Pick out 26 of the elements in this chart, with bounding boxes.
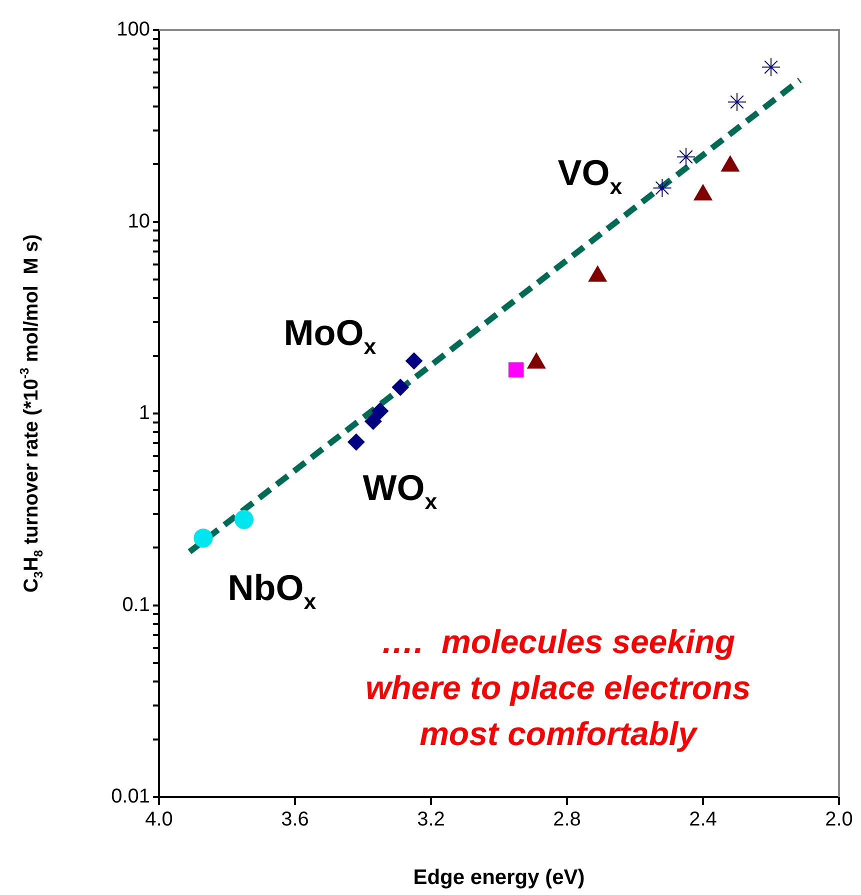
point: [508, 362, 524, 378]
annotation: …. molecules seeking where to place electrons most comfortably: [365, 623, 751, 752]
x-tick-label: 4.0: [145, 808, 173, 831]
y-tick-label: 100: [116, 18, 150, 41]
point: [406, 352, 422, 370]
y-tick-label: 1: [138, 402, 150, 424]
y-axis-title: C3H8 turnover rate (*10-3 mol/mol M s): [17, 234, 46, 593]
point: [392, 378, 409, 396]
x-tick-label: 2.8: [553, 808, 581, 831]
point: [652, 178, 672, 198]
x-tick-label: 3.6: [281, 808, 309, 831]
point: [194, 528, 213, 548]
x-tick-label: 2.0: [825, 808, 853, 831]
x-tick-label: 2.4: [689, 808, 717, 831]
point: [234, 510, 254, 530]
point: [762, 58, 780, 77]
y-tick-label: 10: [128, 210, 150, 232]
point: [348, 434, 365, 451]
point: [364, 412, 382, 430]
y-tick-label: 0.1: [122, 594, 150, 616]
y-tick-label: 0.01: [111, 786, 150, 808]
point: [728, 92, 746, 112]
x-tick-label: 3.2: [417, 808, 445, 831]
point: [372, 402, 388, 420]
x-axis-title: Edge energy (eV): [413, 866, 585, 889]
point: [676, 147, 696, 166]
